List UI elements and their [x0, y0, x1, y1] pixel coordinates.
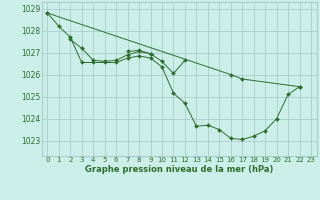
X-axis label: Graphe pression niveau de la mer (hPa): Graphe pression niveau de la mer (hPa): [85, 165, 273, 174]
